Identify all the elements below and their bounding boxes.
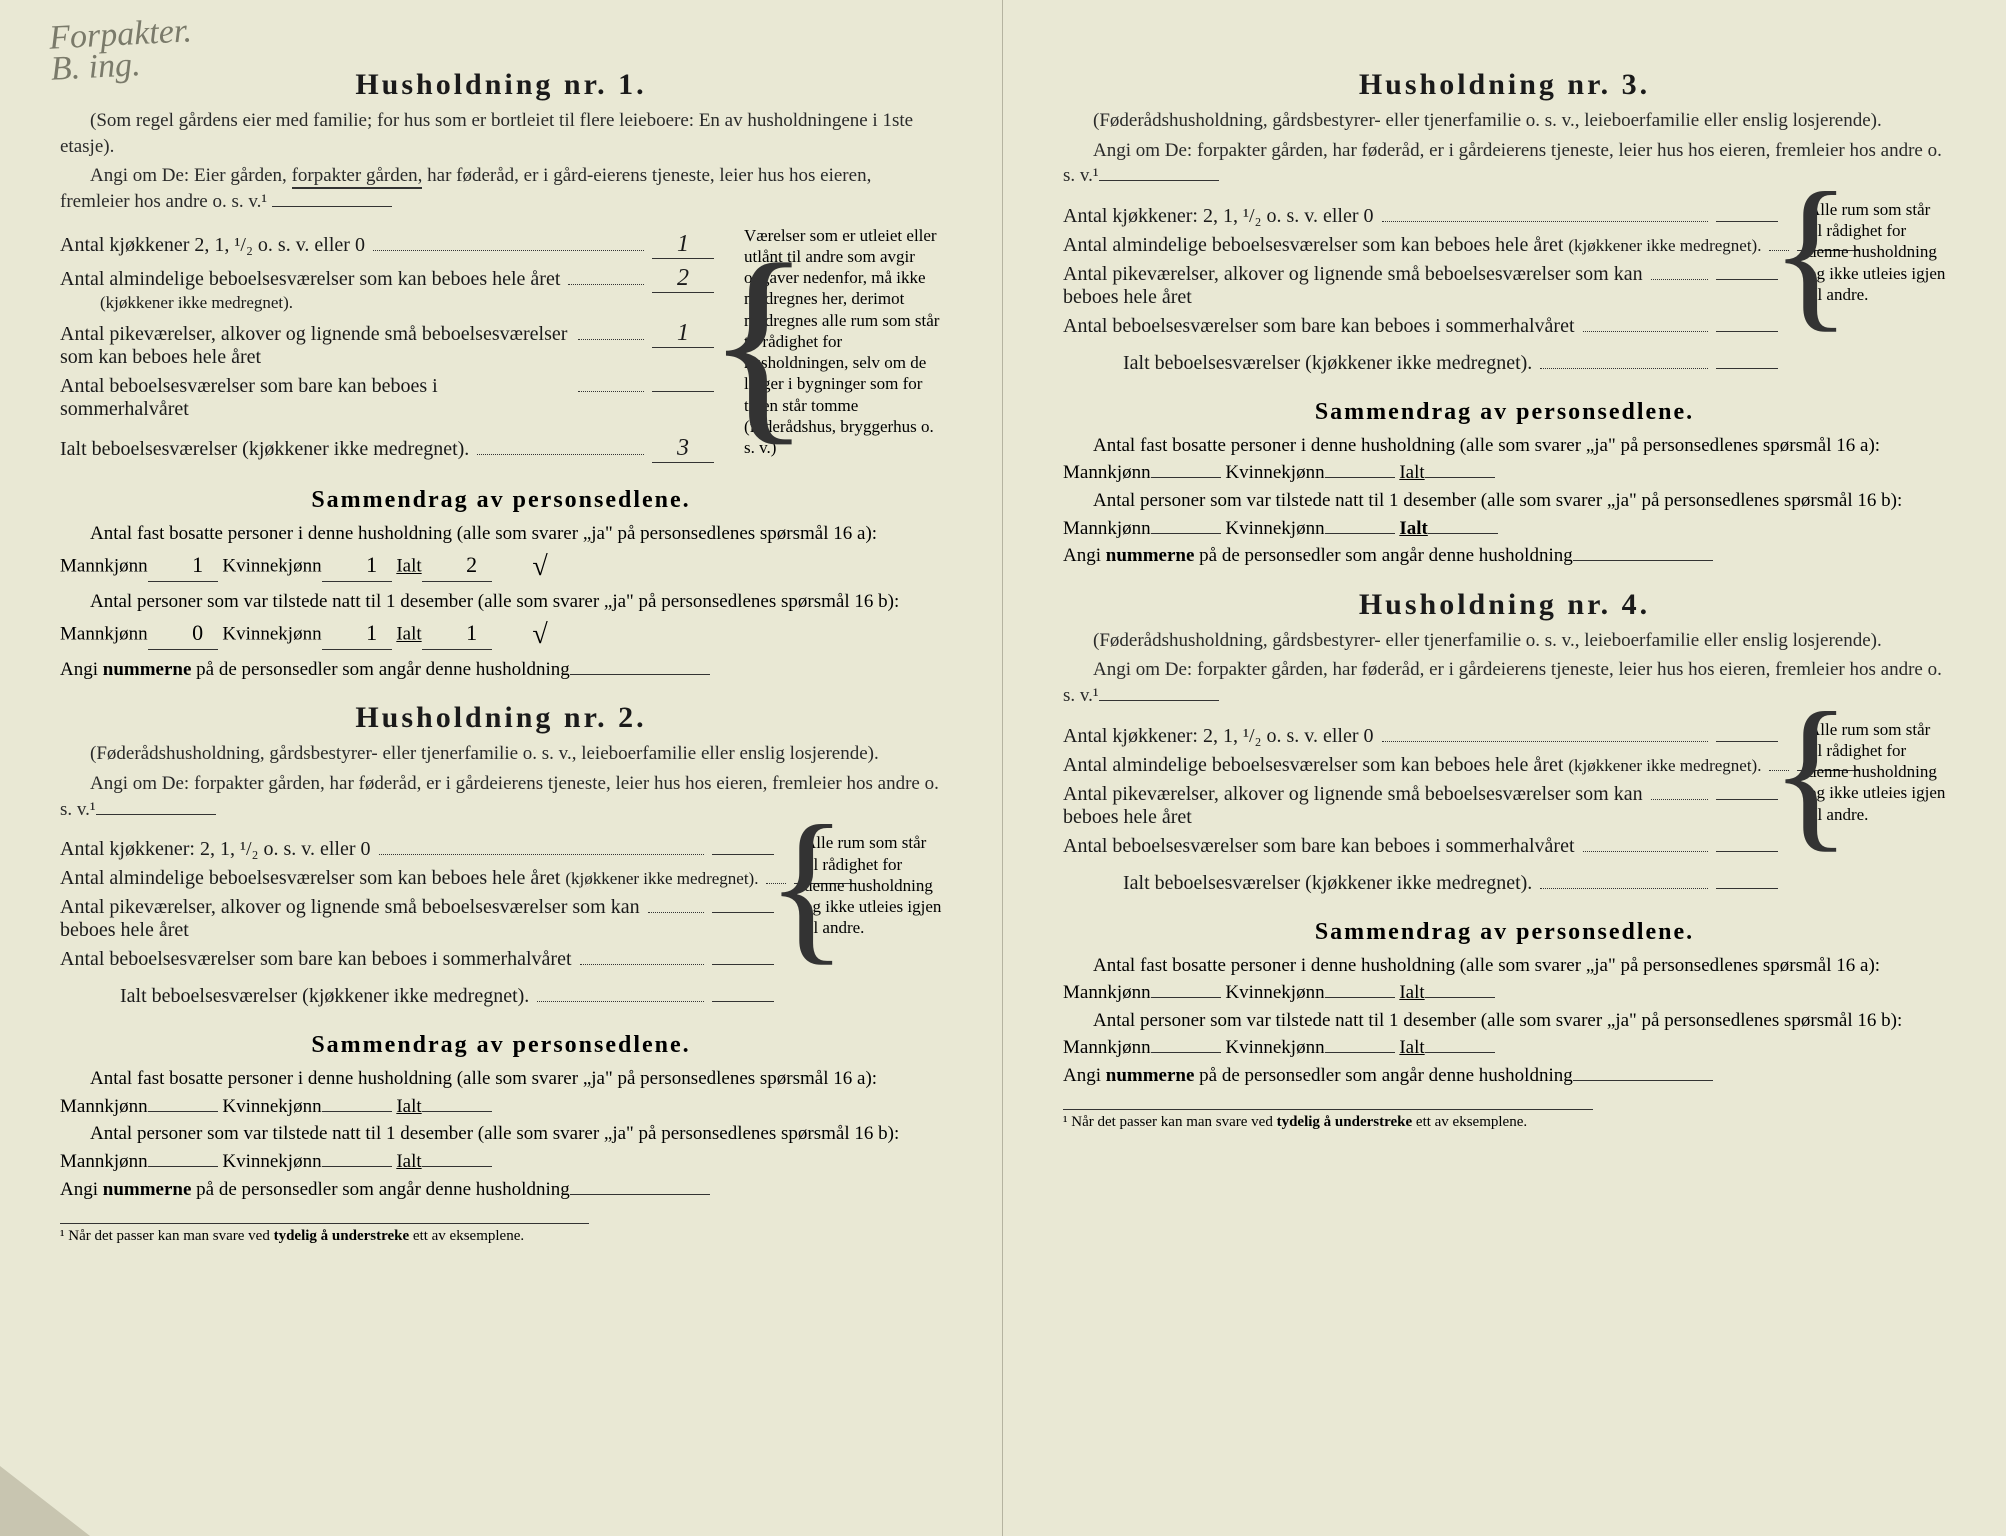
h1-angi-numre: Angi nummerne på de personsedler som ang… (60, 656, 942, 684)
household-4-intro: (Føderådshusholdning, gårdsbestyrer- ell… (1063, 628, 1946, 654)
h4-angi-numre: Angi nummerne på de personsedler som ang… (1063, 1062, 1946, 1090)
h1-mann16a: 1 (148, 549, 218, 582)
h3-ialt-label: Ialt beboelsesværelser (kjøkkener ikke m… (1123, 352, 1532, 375)
household-1-rooms-block: Antal kjøkkener 2, 1, ¹/₂ o. s. v. eller… (60, 225, 942, 469)
checkmark-icon: √ (502, 547, 547, 588)
h2-fast-bosatte: Antal fast bosatte personer i denne hush… (60, 1065, 942, 1120)
h4-sidenote: { Alle rum som står til rådighet for den… (1778, 719, 1946, 825)
handwritten-note: Forpakter. B. ing. (48, 16, 194, 85)
right-page: Husholdning nr. 3. (Føderådshusholdning,… (1003, 0, 2006, 1536)
h1-ialt16b: 1 (422, 617, 492, 650)
h2-pike-label: Antal pikeværelser, alkover og lignende … (60, 896, 640, 942)
left-footnote: ¹ Når det passer kan man svare ved tydel… (60, 1223, 589, 1245)
census-form-sheet: Forpakter. B. ing. Husholdning nr. 1. (S… (0, 0, 2006, 1536)
h1-pike-label: Antal pikeværelser, alkover og lignende … (60, 323, 570, 369)
h1-sommer-label: Antal beboelsesværelser som bare kan beb… (60, 375, 570, 421)
household-4-title: Husholdning nr. 4. (1063, 588, 1946, 622)
household-1-angi: Angi om De: Eier gården, forpakter gårde… (60, 163, 942, 214)
h3-sammendrag-heading: Sammendrag av personsedlene. (1063, 399, 1946, 426)
h3-sommer-label: Antal beboelsesværelser som bare kan beb… (1063, 315, 1575, 338)
right-footnote: ¹ Når det passer kan man svare ved tydel… (1063, 1109, 1593, 1131)
household-3-rooms-block: Antal kjøkkener: 2, 1, ¹/₂ o. s. v. elle… (1063, 199, 1946, 381)
dogear-corner (0, 1466, 90, 1536)
h1-kjokkener-label: Antal kjøkkener 2, 1, ¹/₂ o. s. v. eller… (60, 234, 365, 257)
h1-almindelige-val: 2 (652, 265, 714, 293)
h1-kvinne16b: 1 (322, 617, 392, 650)
h1-ialt-val: 3 (652, 435, 714, 463)
h1-kjokkener-val: 1 (652, 231, 714, 259)
h2-ialt-label: Ialt beboelsesværelser (kjøkkener ikke m… (120, 985, 529, 1008)
h4-fast-bosatte: Antal fast bosatte personer i denne hush… (1063, 952, 1946, 1007)
h1-sammendrag-heading: Sammendrag av personsedlene. (60, 487, 942, 514)
angi-underlined: forpakter gården, (292, 165, 423, 189)
h4-sammendrag-heading: Sammendrag av personsedlene. (1063, 919, 1946, 946)
h1-kvinne16a: 1 (322, 549, 392, 582)
h4-ialt-label: Ialt beboelsesværelser (kjøkkener ikke m… (1123, 872, 1532, 895)
h2-sammendrag-heading: Sammendrag av personsedlene. (60, 1032, 942, 1059)
h2-tilstede: Antal personer som var tilstede natt til… (60, 1120, 942, 1175)
h1-almindelige-label: Antal almindelige beboelsesværelser som … (60, 268, 560, 314)
h3-tilstede: Antal personer som var tilstede natt til… (1063, 487, 1946, 542)
h4-tilstede: Antal personer som var tilstede natt til… (1063, 1007, 1946, 1062)
household-4-rooms-block: Antal kjøkkener: 2, 1, ¹/₂ o. s. v. elle… (1063, 719, 1946, 901)
h1-ialt-label: Ialt beboelsesværelser (kjøkkener ikke m… (60, 438, 469, 461)
household-2-rooms-block: Antal kjøkkener: 2, 1, ¹/₂ o. s. v. elle… (60, 832, 942, 1014)
h4-almindelige-label: Antal almindelige beboelsesværelser som … (1063, 754, 1761, 777)
household-2-intro: (Føderådshusholdning, gårdsbestyrer- ell… (60, 741, 942, 767)
h3-almindelige-label: Antal almindelige beboelsesværelser som … (1063, 234, 1761, 257)
handwriting-line2: B. ing. (50, 46, 142, 88)
h2-almindelige-label: Antal almindelige beboelsesværelser som … (60, 867, 758, 890)
h3-pike-label: Antal pikeværelser, alkover og lignende … (1063, 263, 1643, 309)
household-3-title: Husholdning nr. 3. (1063, 68, 1946, 102)
h3-sidenote: { Alle rum som står til rådighet for den… (1778, 199, 1946, 305)
h2-angi-numre: Angi nummerne på de personsedler som ang… (60, 1176, 942, 1204)
household-3-intro: (Føderådshusholdning, gårdsbestyrer- ell… (1063, 108, 1946, 134)
left-page: Forpakter. B. ing. Husholdning nr. 1. (S… (0, 0, 1003, 1536)
h4-sommer-label: Antal beboelsesværelser som bare kan beb… (1063, 835, 1575, 858)
h1-fast-bosatte: Antal fast bosatte personer i denne hush… (60, 520, 942, 588)
h2-kjokkener-label: Antal kjøkkener: 2, 1, ¹/₂ o. s. v. elle… (60, 838, 371, 861)
h2-sidenote: { Alle rum som står til rådighet for den… (774, 832, 942, 938)
h1-tilstede: Antal personer som var tilstede natt til… (60, 588, 942, 656)
h1-sidenote: { Værelser som er utleiet eller utlånt t… (714, 225, 942, 459)
h1-pike-val: 1 (652, 320, 714, 348)
h1-mann16b: 0 (148, 617, 218, 650)
h3-kjokkener-label: Antal kjøkkener: 2, 1, ¹/₂ o. s. v. elle… (1063, 205, 1374, 228)
h1-sommer-val (652, 391, 714, 392)
checkmark-icon-2: √ (502, 615, 547, 656)
household-2-title: Husholdning nr. 2. (60, 701, 942, 735)
household-1-intro: (Som regel gårdens eier med familie; for… (60, 108, 942, 159)
h2-sommer-label: Antal beboelsesværelser som bare kan beb… (60, 948, 572, 971)
h3-fast-bosatte: Antal fast bosatte personer i denne hush… (1063, 432, 1946, 487)
h3-angi-numre: Angi nummerne på de personsedler som ang… (1063, 542, 1946, 570)
h4-pike-label: Antal pikeværelser, alkover og lignende … (1063, 783, 1643, 829)
h4-kjokkener-label: Antal kjøkkener: 2, 1, ¹/₂ o. s. v. elle… (1063, 725, 1374, 748)
h1-ialt16a: 2 (422, 549, 492, 582)
